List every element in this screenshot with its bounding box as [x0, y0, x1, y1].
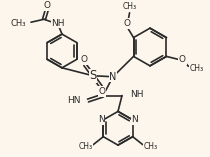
- Text: NH: NH: [51, 19, 65, 28]
- Text: CH₃: CH₃: [78, 142, 92, 151]
- Text: CH₃: CH₃: [122, 2, 137, 11]
- Text: CH₃: CH₃: [144, 142, 158, 151]
- Text: N: N: [98, 115, 105, 124]
- Text: N: N: [131, 115, 138, 124]
- Text: O: O: [43, 1, 50, 10]
- Text: N: N: [109, 72, 117, 82]
- Text: NH: NH: [130, 90, 143, 99]
- Text: O: O: [123, 19, 130, 28]
- Text: HN: HN: [67, 96, 81, 105]
- Text: S: S: [89, 69, 97, 82]
- Text: O: O: [98, 87, 105, 96]
- Text: CH₃: CH₃: [10, 19, 26, 28]
- Text: CH₃: CH₃: [189, 64, 203, 73]
- Text: O: O: [80, 55, 88, 64]
- Text: O: O: [179, 55, 186, 64]
